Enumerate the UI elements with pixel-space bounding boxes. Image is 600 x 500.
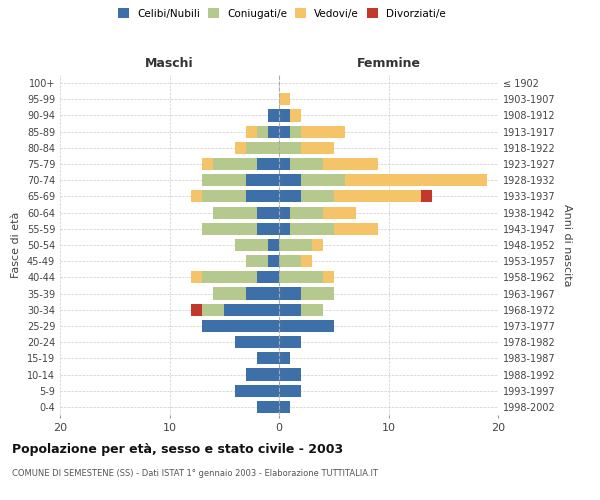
Bar — [268, 239, 279, 251]
Bar — [257, 352, 279, 364]
Bar — [345, 174, 487, 186]
Bar — [279, 158, 290, 170]
Bar — [246, 255, 268, 268]
Bar — [202, 272, 257, 283]
Y-axis label: Fasce di età: Fasce di età — [11, 212, 21, 278]
Bar — [257, 222, 279, 235]
Bar — [301, 255, 312, 268]
Bar — [257, 158, 279, 170]
Bar — [279, 401, 290, 413]
Bar — [334, 190, 421, 202]
Bar — [257, 206, 279, 218]
Bar — [290, 158, 323, 170]
Text: Popolazione per età, sesso e stato civile - 2003: Popolazione per età, sesso e stato civil… — [12, 442, 343, 456]
Bar — [191, 304, 202, 316]
Bar — [268, 255, 279, 268]
Bar — [214, 158, 257, 170]
Bar — [213, 288, 246, 300]
Bar — [202, 304, 224, 316]
Bar — [191, 190, 202, 202]
Bar — [301, 304, 323, 316]
Bar — [279, 304, 301, 316]
Bar — [257, 272, 279, 283]
Bar — [257, 126, 268, 138]
Bar — [334, 222, 377, 235]
Bar — [279, 222, 290, 235]
Bar — [202, 320, 279, 332]
Bar — [279, 336, 301, 348]
Bar — [235, 336, 279, 348]
Bar — [268, 126, 279, 138]
Bar — [202, 190, 246, 202]
Bar — [279, 384, 301, 397]
Bar — [279, 126, 290, 138]
Bar — [224, 304, 279, 316]
Bar — [279, 190, 301, 202]
Bar — [301, 174, 344, 186]
Bar — [279, 288, 301, 300]
Bar — [301, 142, 334, 154]
Bar — [323, 272, 334, 283]
Bar — [323, 158, 377, 170]
Bar — [268, 110, 279, 122]
Bar — [246, 368, 279, 380]
Text: Maschi: Maschi — [145, 57, 194, 70]
Bar — [279, 206, 290, 218]
Bar — [246, 126, 257, 138]
Text: Femmine: Femmine — [356, 57, 421, 70]
Bar — [246, 288, 279, 300]
Bar — [202, 158, 214, 170]
Bar — [279, 255, 301, 268]
Bar — [279, 272, 323, 283]
Bar — [279, 239, 312, 251]
Bar — [279, 320, 334, 332]
Bar — [290, 222, 334, 235]
Bar — [301, 126, 344, 138]
Bar — [279, 352, 290, 364]
Bar — [279, 110, 290, 122]
Bar — [235, 239, 268, 251]
Bar — [279, 142, 301, 154]
Bar — [214, 206, 257, 218]
Y-axis label: Anni di nascita: Anni di nascita — [562, 204, 572, 286]
Bar — [279, 174, 301, 186]
Bar — [257, 401, 279, 413]
Bar — [279, 368, 301, 380]
Bar — [290, 110, 301, 122]
Bar — [202, 222, 257, 235]
Bar — [235, 384, 279, 397]
Bar — [202, 174, 246, 186]
Bar — [191, 272, 202, 283]
Bar — [290, 206, 323, 218]
Bar — [323, 206, 356, 218]
Bar — [246, 142, 279, 154]
Bar — [246, 190, 279, 202]
Bar — [246, 174, 279, 186]
Legend: Celibi/Nubili, Coniugati/e, Vedovi/e, Divorziati/e: Celibi/Nubili, Coniugati/e, Vedovi/e, Di… — [115, 5, 449, 21]
Bar — [301, 288, 334, 300]
Bar — [421, 190, 432, 202]
Bar — [301, 190, 334, 202]
Bar — [279, 93, 290, 106]
Bar — [290, 126, 301, 138]
Bar — [235, 142, 246, 154]
Text: COMUNE DI SEMESTENE (SS) - Dati ISTAT 1° gennaio 2003 - Elaborazione TUTTITALIA.: COMUNE DI SEMESTENE (SS) - Dati ISTAT 1°… — [12, 468, 378, 477]
Bar — [312, 239, 323, 251]
